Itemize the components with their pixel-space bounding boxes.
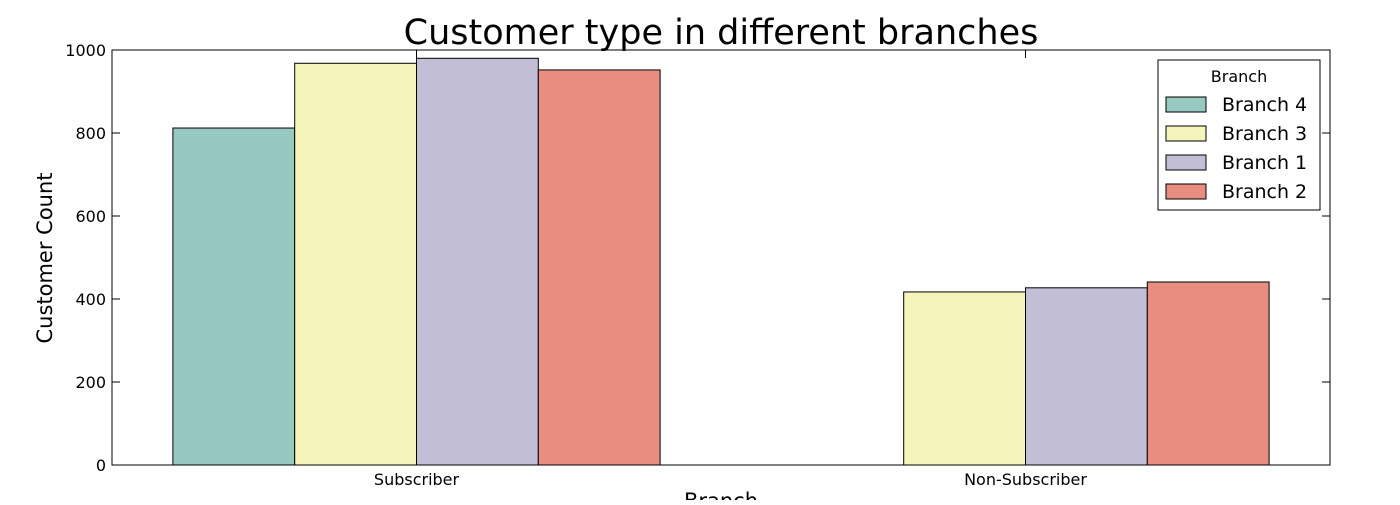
y-tick-label: 400 xyxy=(75,290,106,309)
legend-entry-label: Branch 3 xyxy=(1222,123,1307,145)
legend-swatch xyxy=(1165,183,1207,200)
bar-2-0 xyxy=(416,57,539,466)
legend-entry-label: Branch 2 xyxy=(1222,181,1307,203)
bar-3-1 xyxy=(1146,281,1270,466)
legend-title: Branch xyxy=(1211,67,1267,86)
y-tick-label: 200 xyxy=(75,373,106,392)
bar-2-1 xyxy=(1025,287,1148,466)
y-tick-label: 800 xyxy=(75,124,106,143)
chart-title: Customer type in different branches xyxy=(404,13,1039,53)
legend-swatch xyxy=(1165,96,1207,113)
bar-3-0 xyxy=(537,69,661,466)
legend-entry-label: Branch 4 xyxy=(1222,94,1307,116)
bars-layer xyxy=(172,57,1270,466)
bar-1-1 xyxy=(903,291,1027,466)
bar-1-0 xyxy=(294,62,418,466)
x-axis-label: Branch xyxy=(684,489,758,500)
ticks-layer: 0 200 400 600 800 1000 Subscriber Non-Subscribe… xyxy=(65,41,1330,489)
legend: Branch Branch 4 Branch 3 Branch 1 Branch 2 xyxy=(1157,59,1321,211)
x-tick-label: Subscriber xyxy=(374,470,460,489)
y-tick-label: 0 xyxy=(96,456,106,475)
bar-0-0 xyxy=(172,127,296,466)
legend-swatch xyxy=(1165,154,1207,171)
plot-frame xyxy=(111,49,1331,466)
y-tick-label: 1000 xyxy=(65,41,106,60)
legend-swatch xyxy=(1165,125,1207,142)
y-tick-label: 600 xyxy=(75,207,106,226)
legend-entry-label: Branch 1 xyxy=(1222,152,1307,174)
y-axis-label: Customer Count xyxy=(33,172,57,343)
x-tick-label: Non-Subscriber xyxy=(964,470,1087,489)
